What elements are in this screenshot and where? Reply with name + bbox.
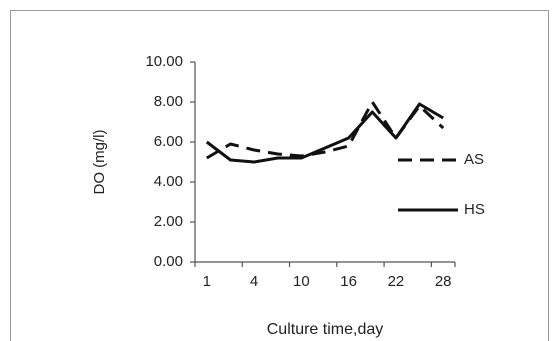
chart-frame	[10, 10, 549, 341]
x-tick-label: 22	[388, 273, 405, 290]
y-tick-label: 10.00	[145, 53, 183, 70]
x-axis-label: Culture time,day	[267, 321, 384, 338]
x-tick-label: 16	[340, 273, 357, 290]
y-tick-label: 0.00	[154, 253, 183, 270]
y-tick-label: 8.00	[154, 93, 183, 110]
y-tick-label: 2.00	[154, 213, 183, 230]
y-tick-label: 4.00	[154, 173, 183, 190]
y-axis-label: DO (mg/l)	[91, 130, 108, 195]
x-tick-label: 4	[250, 273, 258, 290]
x-tick-label: 28	[435, 273, 452, 290]
y-tick-label: 6.00	[154, 133, 183, 150]
legend-label: AS	[464, 151, 484, 168]
x-tick-label: 10	[293, 273, 310, 290]
series-line	[205, 102, 444, 164]
legend-label: HS	[464, 201, 485, 218]
x-tick-label: 1	[203, 273, 211, 290]
